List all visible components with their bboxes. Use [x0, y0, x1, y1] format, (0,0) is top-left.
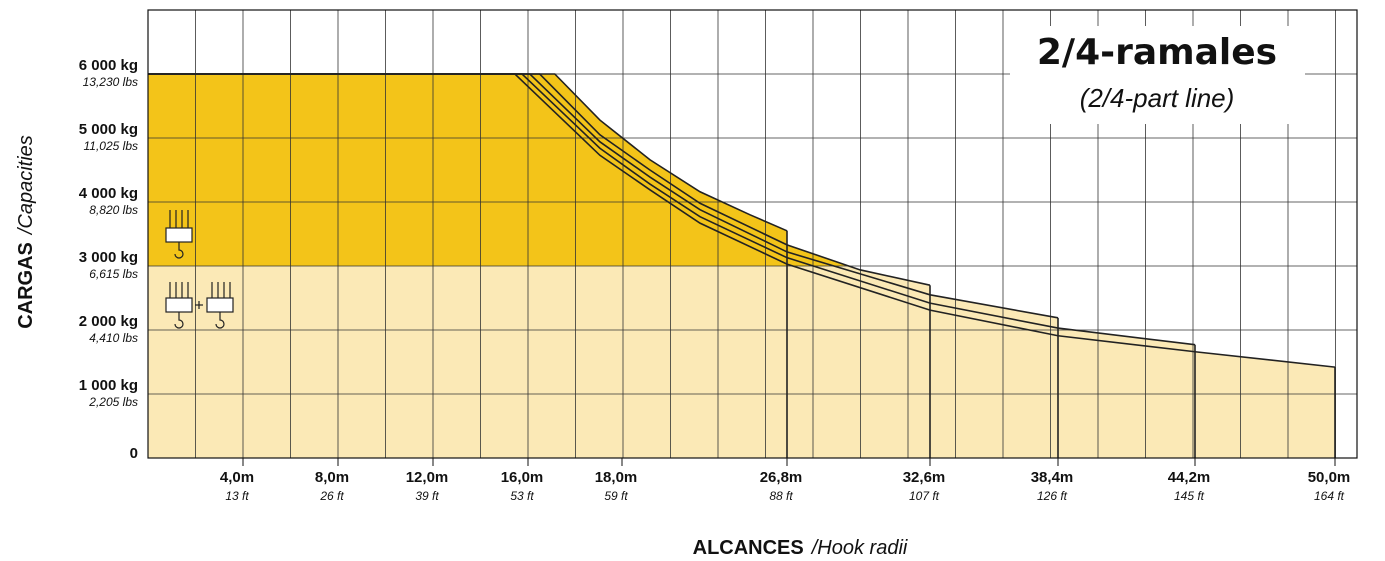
y-tick-sublabel: 8,820 lbs — [89, 203, 138, 217]
x-tick-label: 50,0m — [1308, 469, 1351, 486]
x-tick-label: 4,0m — [220, 469, 254, 486]
curve — [148, 73, 1196, 346]
y-axis-title: CARGAS/Capacities — [15, 135, 37, 329]
x-tick-label: 8,0m — [315, 469, 349, 486]
y-tick-label: 2 000 kg — [79, 313, 138, 330]
y-tick-sublabel: 6,615 lbs — [89, 267, 138, 281]
y-tick-label: 1 000 kg — [79, 377, 138, 394]
x-tick-sublabel: 164 ft — [1314, 489, 1345, 503]
x-axis-label-sub: /Hook radii — [810, 537, 908, 559]
lines — [148, 73, 1336, 458]
x-tick-label: 38,4m — [1031, 469, 1074, 486]
x-tick-sublabel: 59 ft — [604, 489, 628, 503]
x-tick-sublabel: 26 ft — [319, 489, 344, 503]
x-tick-label: 26,8m — [760, 469, 803, 486]
x-tick-sublabel: 107 ft — [909, 489, 940, 503]
hook-icon — [165, 282, 193, 329]
x-tick-sublabel: 13 ft — [225, 489, 249, 503]
axes: 0 1 000 kg2,205 lbs 2 000 kg4,410 lbs 3 000… — [79, 9, 1358, 503]
y-tick-label: 3 000 kg — [79, 249, 138, 266]
chart-title: 2/4-ramales — [1037, 32, 1277, 73]
x-tick-sublabel: 53 ft — [510, 489, 534, 503]
title-box — [1010, 26, 1305, 124]
x-tick-sublabel: 145 ft — [1174, 489, 1205, 503]
y-tick-sublabel: 11,025 lbs — [84, 139, 139, 153]
x-axis-title: ALCANCES/Hook radii — [693, 537, 908, 559]
y-tick-label: 4 000 kg — [79, 185, 138, 202]
hook-icon — [165, 210, 193, 259]
chart-subtitle: (2/4-part line) — [1080, 83, 1235, 113]
y-tick-sublabel: 4,410 lbs — [89, 331, 138, 345]
y-tick-sublabel: 2,205 lbs — [88, 395, 138, 409]
x-tick-label: 18,0m — [595, 469, 638, 486]
x-tick-sublabel: 126 ft — [1037, 489, 1068, 503]
hook-icon — [206, 282, 234, 329]
hook-icons — [165, 210, 234, 329]
x-tick-label: 44,2m — [1168, 469, 1211, 486]
x-tick-sublabel: 39 ft — [415, 489, 439, 503]
curve — [148, 73, 1059, 319]
band-area — [148, 74, 793, 266]
curve — [148, 73, 788, 232]
x-tick-label: 12,0m — [406, 469, 449, 486]
y-tick-label: 6 000 kg — [79, 57, 138, 74]
curve — [148, 73, 1336, 368]
x-tick-label: 16,0m — [501, 469, 544, 486]
y-tick-label: 5 000 kg — [79, 121, 138, 138]
plot-frame — [147, 9, 1358, 459]
y-axis-label-sub: /Capacities — [15, 135, 37, 236]
curve — [148, 73, 931, 286]
x-tick-label: 32,6m — [903, 469, 946, 486]
x-axis-label: ALCANCES — [693, 537, 804, 559]
y-tick-sublabel: 13,230 lbs — [83, 75, 138, 89]
x-tick-sublabel: 88 ft — [769, 489, 793, 503]
y-tick-label: 0 — [130, 445, 138, 462]
y-axis-label: CARGAS — [15, 242, 37, 329]
